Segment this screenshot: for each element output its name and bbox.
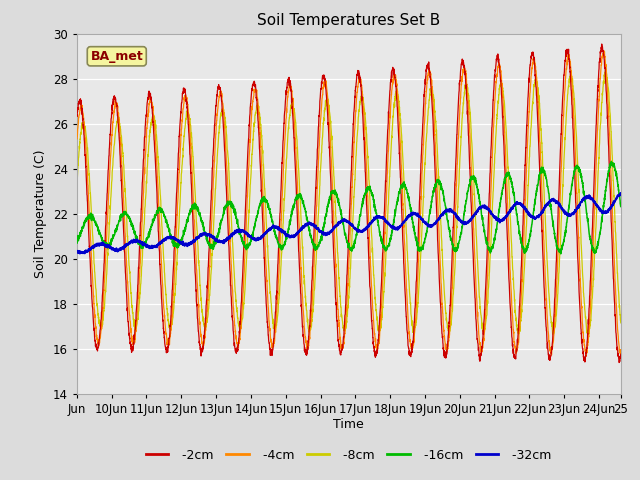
X-axis label: Time: Time [333, 419, 364, 432]
Title: Soil Temperatures Set B: Soil Temperatures Set B [257, 13, 440, 28]
Text: BA_met: BA_met [90, 50, 143, 63]
Y-axis label: Soil Temperature (C): Soil Temperature (C) [34, 149, 47, 278]
Legend:  -2cm,  -4cm,  -8cm,  -16cm,  -32cm: -2cm, -4cm, -8cm, -16cm, -32cm [141, 444, 557, 467]
